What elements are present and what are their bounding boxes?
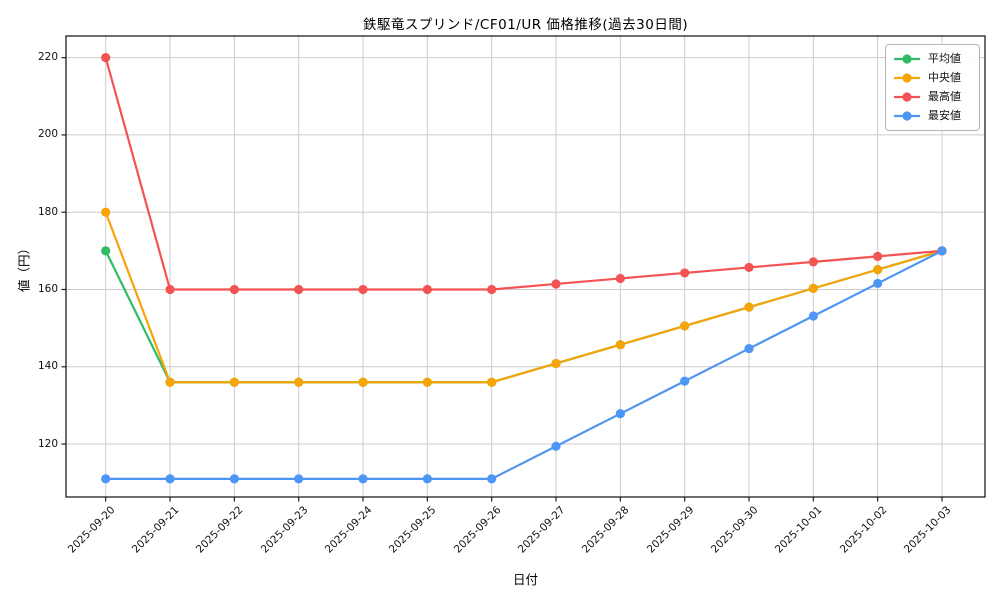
data-point xyxy=(487,284,497,295)
y-tick-label: 220 xyxy=(37,51,58,64)
series-最高値 xyxy=(101,53,947,295)
data-point xyxy=(101,53,111,63)
legend-marker-min xyxy=(894,111,920,121)
data-point xyxy=(165,377,175,387)
data-point xyxy=(615,409,625,419)
data-point xyxy=(294,284,304,295)
data-point xyxy=(873,251,883,261)
data-point xyxy=(615,273,625,284)
legend: 平均値 中央値 最高値 最安値 xyxy=(885,44,980,131)
legend-label-average: 平均値 xyxy=(928,51,961,65)
series-line xyxy=(104,211,944,384)
data-point xyxy=(808,283,818,293)
data-point xyxy=(744,262,754,273)
data-point xyxy=(744,302,754,312)
data-point xyxy=(487,474,497,484)
data-point xyxy=(873,265,883,275)
data-point xyxy=(358,474,368,484)
data-point xyxy=(680,321,690,331)
legend-marker-median xyxy=(894,73,920,83)
y-tick-label: 140 xyxy=(37,360,58,373)
y-tick-label: 180 xyxy=(37,205,58,218)
data-point xyxy=(229,284,239,295)
legend-item-average: 平均値 xyxy=(893,52,972,66)
gridlines xyxy=(66,36,985,497)
data-point xyxy=(101,246,111,256)
legend-item-min: 最安値 xyxy=(893,109,972,123)
data-point xyxy=(358,284,368,295)
data-point xyxy=(873,278,883,289)
data-point xyxy=(422,284,432,295)
legend-dot xyxy=(902,73,912,83)
legend-dot xyxy=(902,111,912,121)
series-line xyxy=(104,249,944,480)
data-point xyxy=(937,246,947,256)
y-tick-label: 200 xyxy=(37,128,58,141)
data-point xyxy=(615,340,625,350)
data-point xyxy=(808,257,818,267)
series-平均値 xyxy=(101,246,947,387)
data-point xyxy=(808,311,818,321)
legend-label-max: 最高値 xyxy=(928,90,961,104)
y-tick-label: 120 xyxy=(37,437,58,450)
legend-marker-average xyxy=(894,54,920,64)
plot-border xyxy=(65,35,986,498)
data-point xyxy=(551,279,561,289)
data-point xyxy=(165,474,175,484)
legend-item-median: 中央値 xyxy=(893,71,972,85)
legend-label-median: 中央値 xyxy=(928,70,961,84)
legend-label-min: 最安値 xyxy=(928,109,961,123)
data-point xyxy=(680,376,690,386)
data-point xyxy=(101,474,111,484)
data-point xyxy=(680,268,690,278)
chart-title: 鉄駆竜スプリンド/CF01/UR 価格推移(過去30日間) xyxy=(362,17,689,33)
x-axis-label: 日付 xyxy=(512,572,538,587)
data-point xyxy=(422,474,432,484)
y-tick-label: 160 xyxy=(37,282,58,295)
series-中央値 xyxy=(101,207,947,387)
data-point xyxy=(422,377,432,387)
data-point xyxy=(487,377,497,387)
axis-ticks xyxy=(61,57,943,502)
legend-item-max: 最高値 xyxy=(893,90,972,104)
series-line xyxy=(104,56,944,291)
data-point xyxy=(165,284,175,295)
legend-marker-max xyxy=(894,92,920,102)
series-最安値 xyxy=(101,246,947,484)
legend-dot xyxy=(902,54,912,64)
data-point xyxy=(358,377,368,387)
data-point xyxy=(101,207,111,217)
data-point xyxy=(229,474,239,484)
data-point xyxy=(294,474,304,484)
data-point xyxy=(744,343,754,354)
data-point xyxy=(229,377,239,387)
data-point xyxy=(551,441,561,451)
data-point xyxy=(294,377,304,387)
legend-dot xyxy=(902,92,912,102)
data-point xyxy=(551,358,561,369)
